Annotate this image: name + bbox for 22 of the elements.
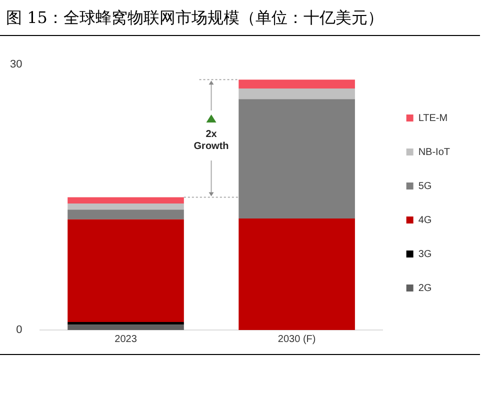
bar bbox=[68, 324, 184, 330]
legend-label: 2G bbox=[418, 282, 432, 294]
bar bbox=[68, 203, 184, 210]
bar bbox=[238, 218, 355, 330]
x-tick-label: 2023 bbox=[114, 334, 138, 345]
bar bbox=[68, 197, 184, 204]
bar bbox=[68, 219, 184, 322]
bar bbox=[68, 210, 184, 220]
legend-label: 3G bbox=[418, 248, 432, 260]
legend-label: NB-IoT bbox=[418, 146, 450, 158]
legend-label: 4G bbox=[418, 214, 432, 226]
legend-label: LTE-M bbox=[418, 112, 448, 124]
chart-title: 图 15：全球蜂窝物联网市场规模（单位：十亿美元） bbox=[0, 0, 480, 36]
bar bbox=[68, 322, 184, 325]
x-tick-label: 2030 (F) bbox=[278, 334, 316, 345]
annotation: 2x Growth bbox=[194, 129, 229, 152]
y-tick-label: 30 bbox=[10, 58, 22, 71]
bar bbox=[238, 88, 355, 100]
bar bbox=[238, 99, 355, 219]
y-tick-label: 0 bbox=[16, 324, 22, 336]
bar bbox=[238, 80, 355, 88]
legend-label: 5G bbox=[418, 180, 432, 192]
